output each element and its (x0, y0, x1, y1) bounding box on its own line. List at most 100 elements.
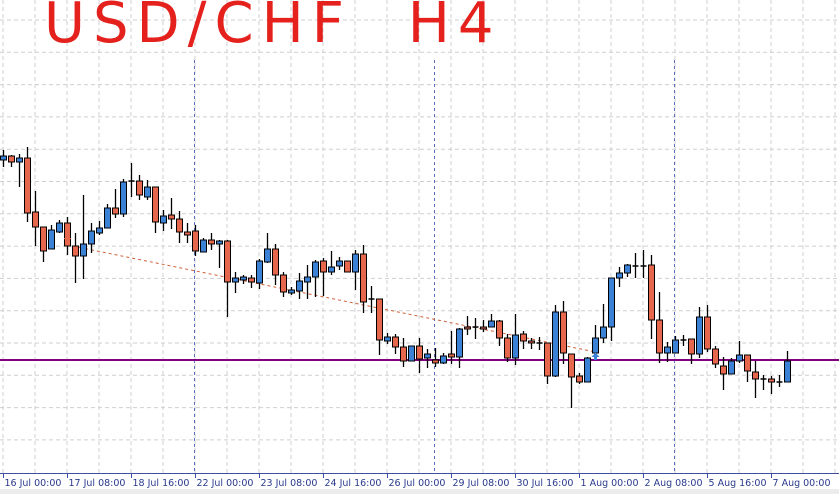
candle[interactable] (672, 336, 679, 354)
candle[interactable] (80, 195, 87, 279)
candle[interactable] (560, 301, 567, 364)
candle[interactable] (408, 345, 415, 362)
candle[interactable] (416, 338, 423, 373)
candle[interactable] (176, 211, 183, 243)
candle[interactable] (184, 223, 191, 243)
candle[interactable] (456, 328, 463, 368)
candle[interactable] (48, 225, 55, 250)
candle[interactable] (344, 260, 351, 273)
candle[interactable] (384, 333, 391, 344)
candle[interactable] (160, 210, 167, 231)
candle[interactable] (144, 180, 151, 200)
candle[interactable] (312, 260, 319, 297)
candle[interactable] (272, 244, 279, 285)
candle[interactable] (424, 349, 431, 368)
candle[interactable] (496, 320, 503, 346)
candle[interactable] (664, 342, 671, 362)
candle[interactable] (136, 175, 143, 200)
candle[interactable] (512, 314, 519, 365)
candle[interactable] (448, 331, 455, 364)
candle[interactable] (32, 191, 39, 246)
candle[interactable] (104, 204, 111, 229)
candle[interactable] (680, 335, 687, 346)
candle[interactable] (328, 251, 335, 275)
candle[interactable] (120, 179, 127, 217)
candle[interactable] (440, 353, 447, 364)
candle[interactable] (656, 292, 663, 363)
candle-body-bull (664, 346, 671, 354)
candle[interactable] (784, 351, 791, 383)
candle[interactable] (112, 189, 119, 218)
candle[interactable] (256, 259, 263, 289)
candle-body-bear (184, 231, 191, 236)
candle[interactable] (768, 376, 775, 394)
candle[interactable] (168, 198, 175, 229)
candle[interactable] (712, 346, 719, 368)
candle[interactable] (472, 318, 479, 339)
candle[interactable] (320, 258, 327, 296)
candle[interactable] (192, 225, 199, 256)
candle[interactable] (208, 233, 215, 250)
candle[interactable] (24, 147, 31, 222)
candle[interactable] (264, 233, 271, 263)
candle[interactable] (288, 287, 295, 295)
candle[interactable] (280, 272, 287, 297)
candle[interactable] (296, 273, 303, 299)
candle[interactable] (640, 250, 647, 278)
candle[interactable] (16, 154, 23, 187)
candle[interactable] (96, 221, 103, 235)
candle[interactable] (360, 245, 367, 313)
candle[interactable] (632, 253, 639, 278)
candle[interactable] (464, 316, 471, 335)
candle[interactable] (536, 337, 543, 350)
candle[interactable] (200, 238, 207, 253)
candle[interactable] (576, 373, 583, 384)
candle[interactable] (72, 233, 79, 283)
candle[interactable] (152, 186, 159, 233)
candle[interactable] (224, 240, 231, 317)
candle[interactable] (568, 353, 575, 408)
candle[interactable] (696, 307, 703, 358)
candle[interactable] (488, 314, 495, 328)
candle[interactable] (432, 348, 439, 367)
candle[interactable] (528, 338, 535, 349)
candle[interactable] (400, 338, 407, 367)
candle[interactable] (232, 272, 239, 293)
candle[interactable] (480, 320, 487, 332)
candle[interactable] (392, 334, 399, 354)
candle[interactable] (216, 240, 223, 268)
candle[interactable] (752, 361, 759, 398)
candle[interactable] (248, 275, 255, 288)
candle[interactable] (376, 298, 383, 355)
candle[interactable] (688, 338, 695, 364)
candle[interactable] (304, 265, 311, 299)
candle[interactable] (552, 305, 559, 377)
candle[interactable] (40, 226, 47, 262)
candle[interactable] (8, 155, 15, 167)
candle[interactable] (728, 358, 735, 375)
candle[interactable] (760, 375, 767, 390)
candle[interactable] (736, 341, 743, 363)
candle[interactable] (240, 275, 247, 284)
candle[interactable] (704, 305, 711, 352)
candle[interactable] (128, 163, 135, 197)
candle[interactable] (608, 277, 615, 341)
candle[interactable] (56, 220, 63, 233)
candle[interactable] (744, 354, 751, 382)
candle[interactable] (352, 250, 359, 290)
candle[interactable] (720, 357, 727, 390)
candle[interactable] (368, 286, 375, 313)
candle[interactable] (584, 357, 591, 383)
candle[interactable] (504, 334, 511, 362)
candle[interactable] (600, 304, 607, 343)
candle[interactable] (648, 255, 655, 339)
candle[interactable] (544, 342, 551, 384)
candle[interactable] (616, 267, 623, 287)
candle[interactable] (624, 264, 631, 277)
candle[interactable] (776, 375, 783, 387)
candle[interactable] (88, 223, 95, 253)
candle[interactable] (336, 257, 343, 270)
candle[interactable] (0, 150, 7, 167)
candle[interactable] (520, 331, 527, 349)
